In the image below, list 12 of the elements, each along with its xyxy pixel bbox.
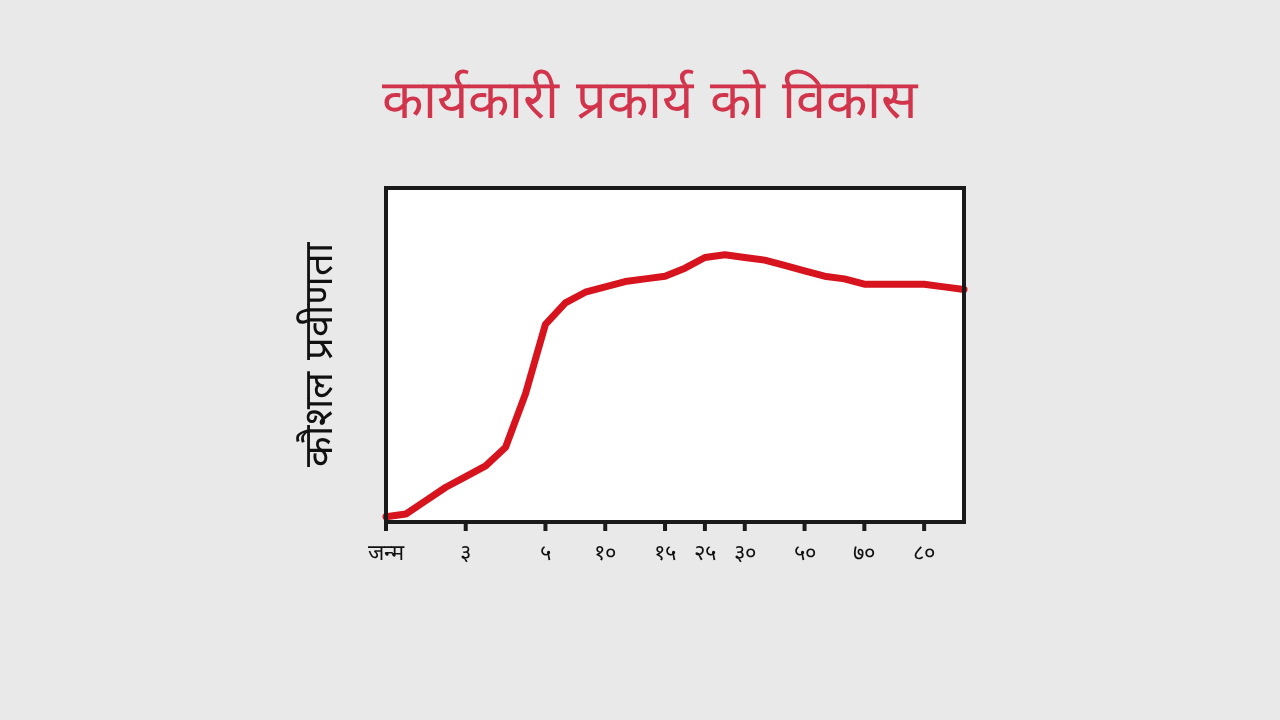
x-tick-label: ३ [460, 540, 472, 565]
x-tick-label: ३० [733, 540, 756, 565]
x-tick-label: जन्म [368, 540, 405, 565]
chart-title: कार्यकारी प्रकार्य को विकास [381, 68, 920, 131]
x-tick-label: २५ [693, 540, 716, 565]
x-tick-label: १० [594, 540, 617, 565]
x-tick-label: ५ [539, 540, 551, 565]
y-axis-title: कौशल प्रवीणता [295, 241, 341, 468]
x-tick-label: ५० [793, 540, 816, 565]
x-tick-label: १५ [654, 540, 677, 565]
x-tick-label: ८० [913, 540, 936, 565]
x-tick-label: ७० [853, 540, 876, 565]
